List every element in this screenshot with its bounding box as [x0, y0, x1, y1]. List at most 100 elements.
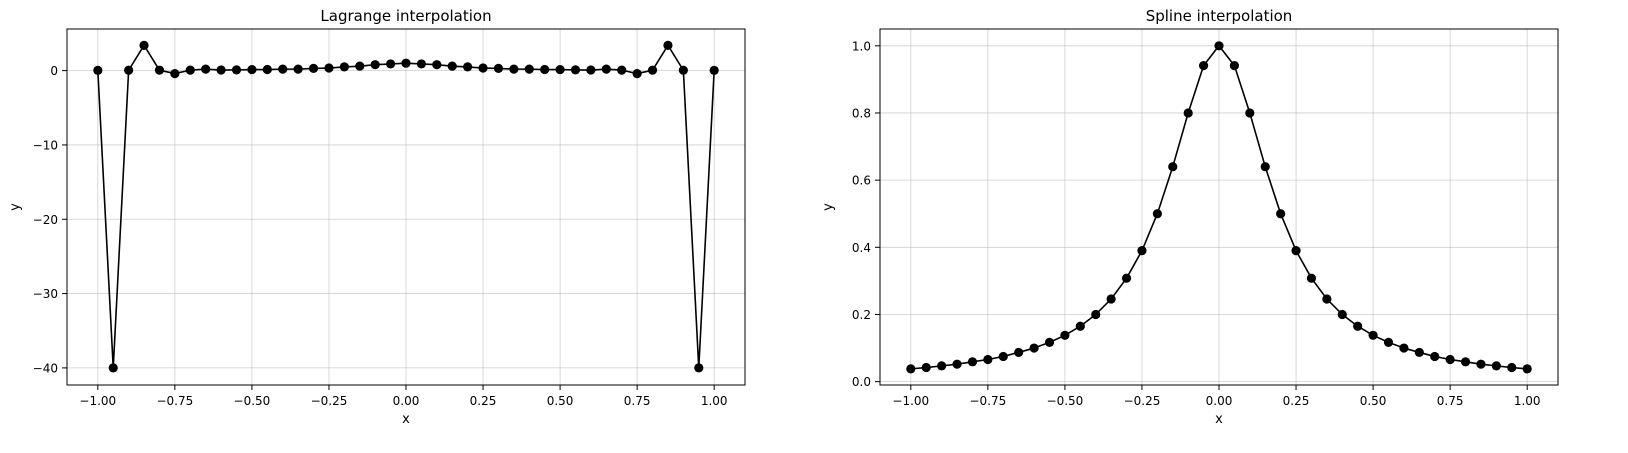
- data-point: [524, 64, 534, 74]
- data-point: [1229, 61, 1240, 71]
- data-point: [1106, 294, 1116, 304]
- data-point: [1322, 294, 1332, 304]
- data-point: [293, 64, 303, 74]
- data-point: [1460, 357, 1471, 367]
- data-point: [324, 63, 334, 73]
- data-point: [1430, 351, 1440, 362]
- y-tick-label: −30: [33, 287, 58, 301]
- y-tick-label: 0.6: [852, 174, 871, 188]
- data-point: [540, 64, 550, 75]
- data-point: [154, 65, 165, 75]
- data-point: [1152, 209, 1162, 219]
- x-tick-label: 1.00: [701, 394, 728, 408]
- x-tick-label: 0.25: [1283, 394, 1310, 408]
- x-tick-label: 0.25: [470, 394, 497, 408]
- x-tick-label: −1.00: [79, 394, 116, 408]
- data-point: [1091, 309, 1101, 320]
- data-point: [983, 354, 993, 365]
- data-point: [278, 64, 288, 74]
- x-tick-label: −0.50: [1047, 394, 1084, 408]
- data-point: [509, 64, 519, 74]
- x-tick-label: −1.00: [892, 394, 929, 408]
- x-tick-label: −0.75: [156, 394, 193, 408]
- data-point: [401, 58, 411, 68]
- data-point: [1291, 246, 1301, 256]
- data-point: [1476, 359, 1486, 369]
- data-point: [1214, 41, 1224, 51]
- data-point: [647, 65, 658, 75]
- data-point: [108, 363, 118, 373]
- data-point: [1337, 309, 1347, 320]
- data-point: [921, 362, 931, 373]
- data-point: [493, 63, 504, 73]
- y-tick-label: −10: [33, 138, 58, 152]
- data-point: [1075, 321, 1085, 331]
- data-point: [1507, 362, 1517, 373]
- data-point: [906, 364, 916, 374]
- data-point: [1121, 273, 1132, 283]
- data-point: [1029, 343, 1039, 353]
- data-point: [231, 65, 242, 75]
- data-point: [1353, 321, 1363, 331]
- y-axis-label: y: [821, 203, 836, 211]
- data-point: [694, 363, 704, 373]
- data-point: [586, 65, 596, 75]
- data-point: [1137, 246, 1147, 256]
- data-point: [370, 60, 380, 70]
- data-point: [185, 65, 195, 75]
- data-point: [385, 59, 396, 69]
- data-point: [1044, 337, 1055, 347]
- data-point: [355, 61, 365, 71]
- x-tick-label: 0.50: [547, 394, 574, 408]
- data-point: [201, 64, 211, 74]
- data-point: [1445, 354, 1455, 365]
- x-tick-label: −0.75: [969, 394, 1006, 408]
- data-point: [1276, 209, 1286, 219]
- data-point: [952, 359, 962, 369]
- data-point: [170, 68, 180, 79]
- data-point: [247, 64, 257, 75]
- data-point: [139, 40, 149, 50]
- x-tick-label: 0.00: [1206, 394, 1233, 408]
- chart-title: Lagrange interpolation: [320, 7, 491, 25]
- y-tick-label: −20: [33, 213, 58, 227]
- data-point: [632, 68, 642, 79]
- lagrange-plot: −1.00 −0.75 −0.50 −0.25 0.00 0.25 0.50 0.75 1.00…: [8, 7, 746, 427]
- x-axis-label: x: [402, 412, 410, 427]
- y-tick-label: 1.0: [852, 39, 871, 53]
- data-point: [1014, 347, 1024, 358]
- data-point: [1383, 337, 1394, 347]
- spline-plot: −1.00 −0.75 −0.50 −0.25 0.00 0.25 0.50 0.75 1.00…: [821, 7, 1559, 427]
- chart-title: Spline interpolation: [1146, 7, 1293, 25]
- data-point: [478, 63, 488, 73]
- data-point: [1198, 61, 1209, 71]
- y-tick-label: −40: [33, 361, 58, 375]
- x-tick-label: 0.00: [393, 394, 420, 408]
- data-point: [1306, 273, 1317, 283]
- data-point: [416, 59, 427, 69]
- data-point: [663, 40, 673, 50]
- data-point: [432, 60, 442, 70]
- data-point: [1060, 330, 1070, 340]
- y-tick-label: 0: [50, 64, 58, 78]
- x-tick-label: 0.50: [1360, 394, 1387, 408]
- data-point: [617, 65, 627, 75]
- data-point: [601, 64, 611, 74]
- data-point: [678, 65, 688, 75]
- y-axis-label: y: [8, 203, 23, 211]
- data-point: [216, 65, 226, 75]
- data-point: [1260, 162, 1270, 172]
- y-tick-label: 0.2: [852, 308, 871, 322]
- data-point: [308, 63, 319, 73]
- data-point: [447, 61, 457, 71]
- data-point: [262, 64, 272, 75]
- data-point: [1522, 364, 1532, 374]
- data-point: [1368, 330, 1378, 340]
- x-axis-label: x: [1215, 412, 1223, 427]
- data-point: [1399, 343, 1409, 353]
- data-point: [1414, 347, 1424, 358]
- data-point: [124, 65, 134, 75]
- x-tick-label: 1.00: [1514, 394, 1541, 408]
- data-point: [570, 65, 581, 75]
